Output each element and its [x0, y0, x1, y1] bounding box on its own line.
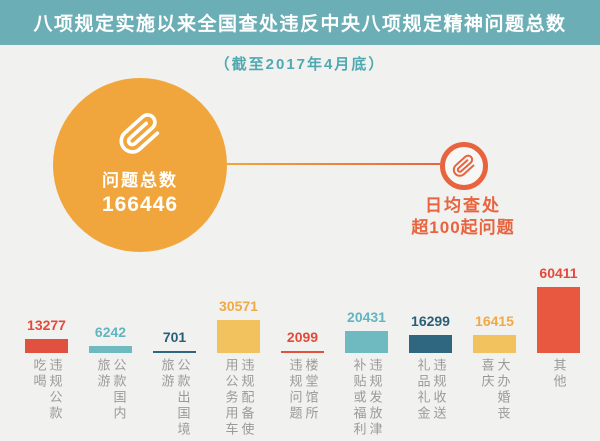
bar-column: 30571	[217, 298, 260, 353]
page-title: 八项规定实施以来全国查处违反中央八项规定精神问题总数	[33, 14, 567, 35]
bar-label-column: 公款出国境 旅游	[153, 358, 196, 438]
bar-column: 6242	[89, 324, 132, 353]
bar-value: 6242	[94, 324, 127, 341]
bar-label-column: 违规配备使 用公务用车	[217, 358, 260, 438]
daily-bubble	[440, 142, 488, 190]
bar-label-column: 违规公款 吃喝	[25, 358, 68, 422]
bar-label: 大办婚丧 喜庆	[479, 358, 511, 422]
header-bar: 八项规定实施以来全国查处违反中央八项规定精神问题总数	[0, 0, 600, 45]
bar-value: 2099	[286, 328, 319, 345]
bar-column: 2099	[281, 328, 324, 353]
bar-rect	[25, 338, 68, 353]
connector-line	[227, 163, 440, 165]
bar-column: 13277	[25, 316, 68, 353]
bar-rect	[153, 350, 196, 353]
bar-label: 违规配备使 用公务用车	[223, 358, 255, 438]
bar-label-column: 违规收送 礼品礼金	[409, 358, 452, 422]
bar-rect	[345, 330, 388, 353]
bar-value: 60411	[539, 265, 578, 281]
bar-value: 701	[162, 328, 187, 345]
bar-chart-labels: 违规公款 吃喝 公款国内 旅游 公款出国境 旅游 违规配备使 用公务用车 楼堂馆所 违规…	[25, 358, 580, 438]
total-label: 问题总数	[102, 171, 178, 190]
bar-column: 701	[153, 328, 196, 353]
bar-column: 16415	[473, 313, 516, 353]
total-value: 166446	[101, 193, 179, 216]
bar-rect	[217, 319, 260, 353]
bar-label-column: 公款国内 旅游	[89, 358, 132, 422]
bar-column: 20431	[345, 309, 388, 353]
bar-rect	[537, 287, 580, 353]
bar-value: 30571	[219, 297, 258, 314]
bar-label: 其他	[551, 358, 567, 390]
daily-annotation-line2: 超100起问题	[411, 218, 515, 238]
bar-value: 13277	[27, 316, 66, 333]
bar-label: 楼堂馆所 违规问题	[287, 358, 319, 422]
bar-column: 16299	[409, 313, 452, 353]
bar-rect	[281, 350, 324, 353]
bar-label: 违规收送 礼品礼金	[415, 358, 447, 422]
paperclip-icon	[117, 111, 163, 157]
bar-rect	[409, 335, 452, 353]
daily-annotation: 日均查处 超100起问题	[383, 196, 543, 239]
bar-value: 20431	[347, 308, 386, 325]
subtitle-date-note: （截至2017年4月底）	[214, 56, 386, 73]
bar-rect	[473, 335, 516, 353]
paperclip-icon	[451, 153, 476, 178]
bar-chart: 13277 6242 701 30571 2099 20431 16299 16415 6041…	[25, 265, 580, 353]
bar-label: 违规公款 吃喝	[31, 358, 63, 422]
bar-label-column: 其他	[537, 358, 580, 390]
bar-label: 违规发放津 补贴或福利	[351, 358, 383, 438]
bar-label-column: 大办婚丧 喜庆	[473, 358, 516, 422]
bar-label-column: 违规发放津 补贴或福利	[345, 358, 388, 438]
bar-rect	[89, 346, 132, 353]
bar-label: 公款国内 旅游	[95, 358, 127, 422]
bar-label: 公款出国境 旅游	[159, 358, 191, 438]
bar-value: 16415	[475, 313, 514, 330]
bar-column: 60411	[537, 265, 580, 353]
daily-annotation-line1: 日均查处	[425, 196, 501, 215]
bar-value: 16299	[411, 313, 450, 330]
bar-label-column: 楼堂馆所 违规问题	[281, 358, 324, 422]
total-problems-bubble: 问题总数 166446	[53, 78, 227, 252]
